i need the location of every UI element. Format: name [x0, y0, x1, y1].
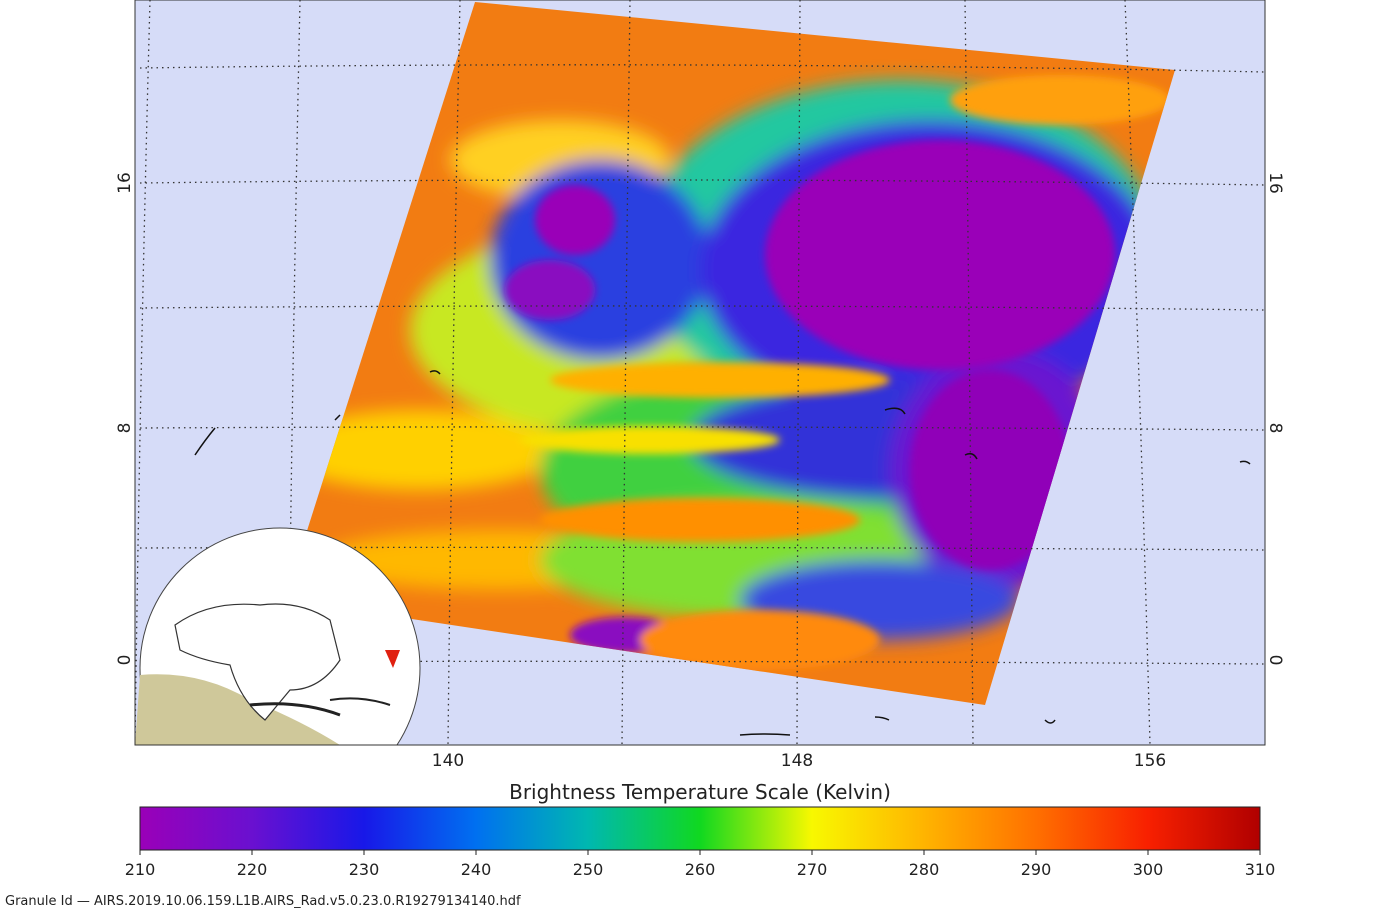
lat-label-right: 8: [1265, 423, 1285, 434]
satellite-swath: [285, 2, 1175, 705]
colorbar-tick-label: 240: [461, 860, 492, 879]
colorbar-tick-label: 250: [573, 860, 604, 879]
lon-label: 148: [781, 751, 813, 771]
colorbar-tick-label: 270: [797, 860, 828, 879]
lat-label-left: 8: [115, 423, 135, 434]
colorbar-tick-label: 230: [349, 860, 380, 879]
colorbar-title: Brightness Temperature Scale (Kelvin): [509, 780, 891, 804]
lon-label: 156: [1134, 751, 1166, 771]
granule-id: Granule Id — AIRS.2019.10.06.159.L1B.AIR…: [5, 894, 521, 909]
colorbar-tick-label: 300: [1133, 860, 1164, 879]
lat-label-left: 0: [115, 655, 135, 666]
colorbar-tick-label: 280: [909, 860, 940, 879]
inset-globe: [135, 527, 421, 745]
islands: [194, 370, 1251, 736]
colorbar-tick-label: 310: [1245, 860, 1276, 879]
colorbar: [139, 806, 1261, 851]
axis-labels: 16 16 8 8 0 0 140 148 156: [115, 172, 1285, 771]
colorbar-tick-label: 260: [685, 860, 716, 879]
lat-label-right: 16: [1265, 172, 1285, 194]
lat-label-right: 0: [1265, 655, 1285, 666]
colorbar-tick-label: 220: [237, 860, 268, 879]
colorbar-tick-label: 210: [125, 860, 156, 879]
lon-label: 140: [432, 751, 464, 771]
colorbar-tick-label: 290: [1021, 860, 1052, 879]
colorbar-ticks: 210 220 230 240 250 260 270 280 290 300 310: [125, 850, 1276, 879]
map-frame: [134, 0, 1266, 746]
lat-label-left: 16: [115, 172, 135, 194]
map-area: [135, 0, 1265, 745]
location-arrow: [385, 650, 400, 668]
